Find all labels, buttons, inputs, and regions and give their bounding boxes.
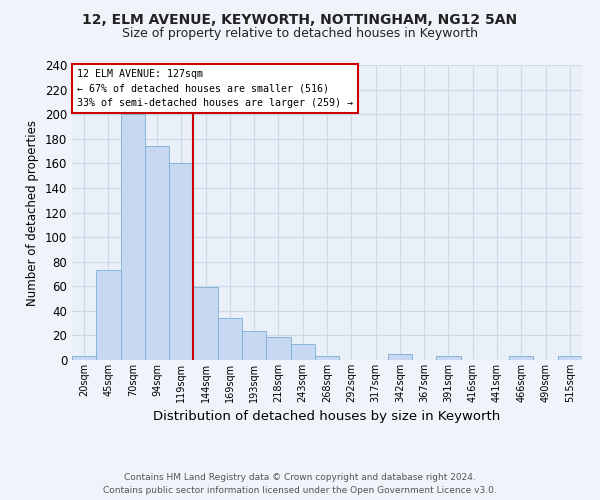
Bar [509, 356, 533, 360]
Text: Size of property relative to detached houses in Keyworth: Size of property relative to detached ho… [122, 28, 478, 40]
Bar [388, 354, 412, 360]
Bar [169, 164, 193, 360]
Bar [290, 344, 315, 360]
Text: Contains HM Land Registry data © Crown copyright and database right 2024.
Contai: Contains HM Land Registry data © Crown c… [103, 474, 497, 495]
Bar [218, 318, 242, 360]
Bar [242, 330, 266, 360]
Y-axis label: Number of detached properties: Number of detached properties [26, 120, 39, 306]
Bar [266, 336, 290, 360]
X-axis label: Distribution of detached houses by size in Keyworth: Distribution of detached houses by size … [154, 410, 500, 424]
Bar [96, 270, 121, 360]
Bar [145, 146, 169, 360]
Text: 12, ELM AVENUE, KEYWORTH, NOTTINGHAM, NG12 5AN: 12, ELM AVENUE, KEYWORTH, NOTTINGHAM, NG… [82, 12, 518, 26]
Bar [72, 356, 96, 360]
Bar [121, 114, 145, 360]
Bar [315, 356, 339, 360]
Bar [558, 356, 582, 360]
Bar [436, 356, 461, 360]
Bar [193, 288, 218, 360]
Text: 12 ELM AVENUE: 127sqm
← 67% of detached houses are smaller (516)
33% of semi-det: 12 ELM AVENUE: 127sqm ← 67% of detached … [77, 68, 353, 108]
